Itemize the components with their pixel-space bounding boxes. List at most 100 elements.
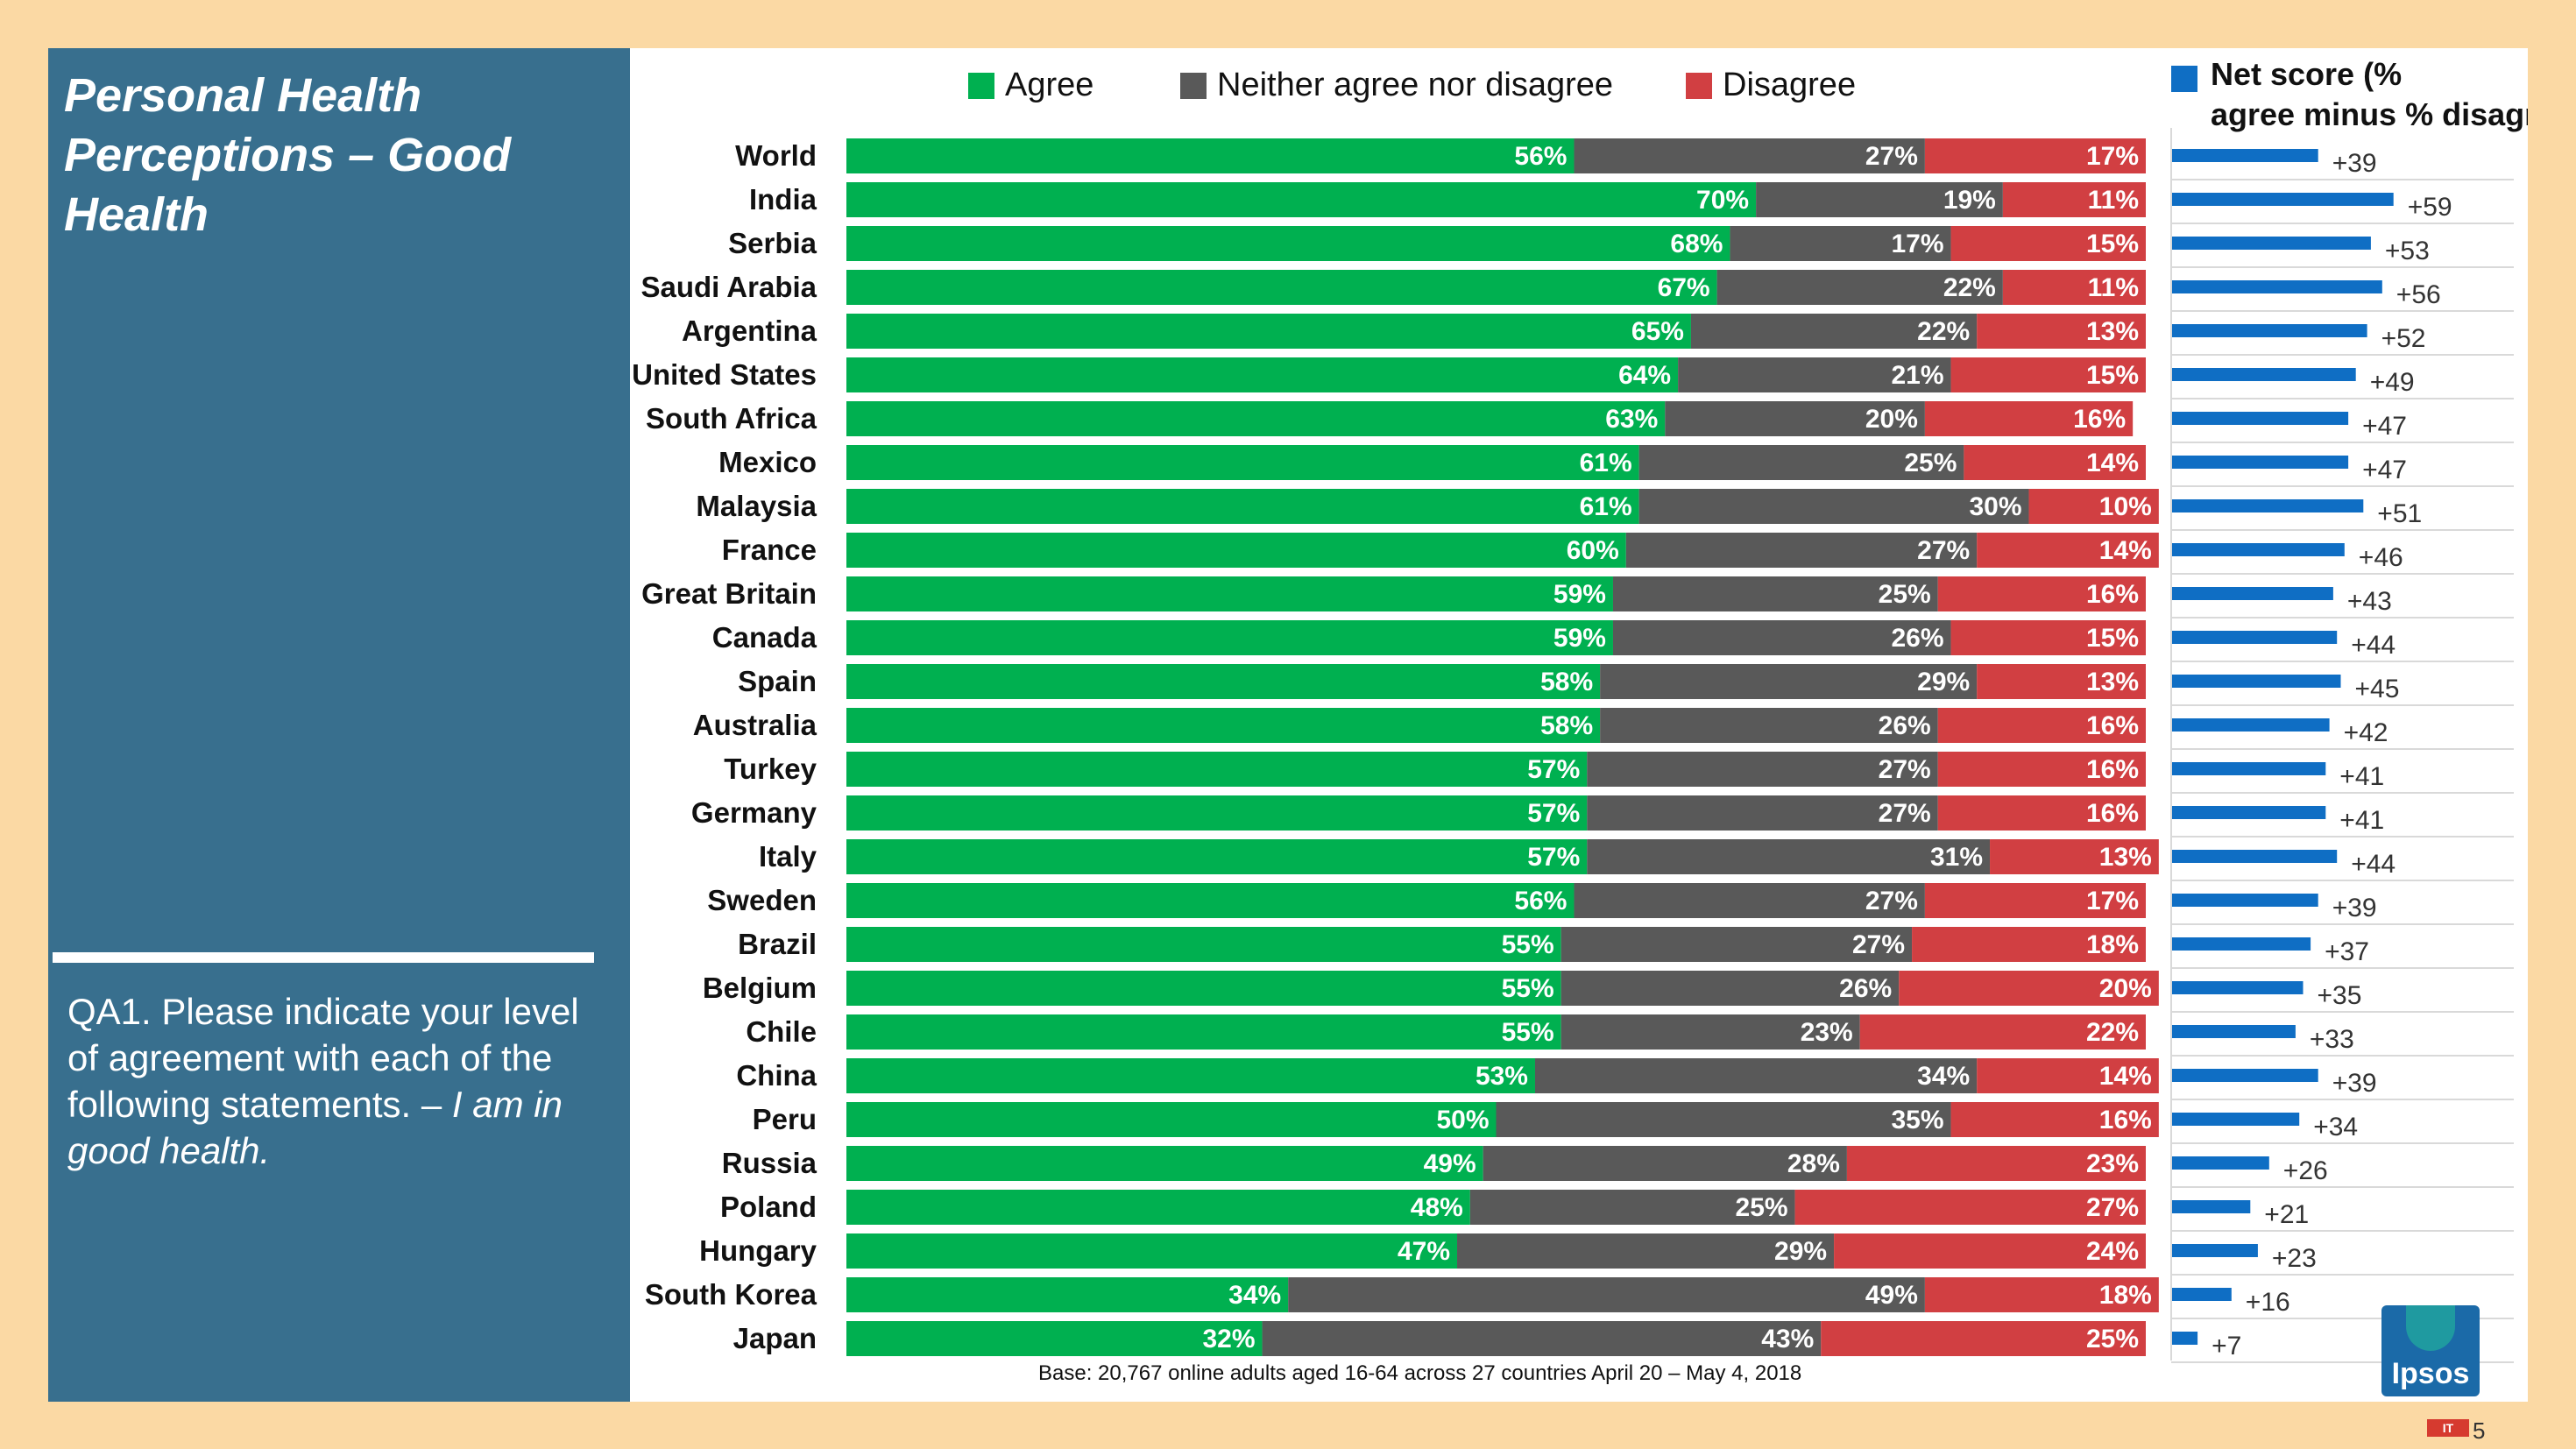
category-label: France bbox=[722, 534, 817, 566]
net-bar bbox=[2171, 280, 2382, 293]
data-label: 67% bbox=[1658, 273, 1710, 302]
net-bar bbox=[2171, 1244, 2258, 1257]
net-bar bbox=[2171, 631, 2338, 644]
data-label: 14% bbox=[2099, 1062, 2152, 1091]
bar-agree bbox=[846, 664, 1601, 699]
data-label: 59% bbox=[1553, 580, 1606, 609]
net-bar bbox=[2171, 1156, 2269, 1170]
data-label: 11% bbox=[2088, 273, 2139, 302]
net-bar bbox=[2171, 1332, 2198, 1345]
bar-agree bbox=[846, 708, 1601, 743]
data-label: 35% bbox=[1892, 1106, 1944, 1134]
page-title: Personal Health Perceptions – Good Healt… bbox=[64, 69, 512, 241]
data-label: 20% bbox=[2099, 974, 2152, 1003]
category-label: South Africa bbox=[646, 402, 817, 435]
question-statement: I am in good health. bbox=[67, 1084, 563, 1171]
net-bar bbox=[2171, 1200, 2251, 1213]
net-bar bbox=[2171, 1069, 2318, 1082]
ipsos-logo: Ipsos bbox=[2381, 1305, 2480, 1396]
left-panel: Personal Health Perceptions – Good Healt… bbox=[48, 48, 630, 1402]
bar-disagree bbox=[1924, 401, 2134, 436]
data-label: 28% bbox=[1787, 1149, 1840, 1178]
bar-agree bbox=[846, 445, 1639, 480]
bar-agree bbox=[846, 401, 1666, 436]
data-label: 18% bbox=[2086, 930, 2139, 959]
net-bar bbox=[2171, 412, 2349, 425]
bar-neither bbox=[1716, 270, 2003, 305]
data-label: 65% bbox=[1631, 317, 1684, 346]
bar-agree bbox=[846, 1277, 1289, 1312]
bar-agree bbox=[846, 971, 1561, 1006]
data-label: 64% bbox=[1618, 361, 1671, 390]
bar-neither bbox=[1534, 1058, 1978, 1093]
data-label: 55% bbox=[1502, 974, 1554, 1003]
data-label: 21% bbox=[1892, 361, 1944, 390]
net-bar bbox=[2171, 1113, 2300, 1126]
bar-neither bbox=[1469, 1190, 1795, 1225]
category-label: China bbox=[736, 1059, 817, 1092]
category-label: Spain bbox=[738, 665, 817, 697]
bar-agree bbox=[846, 1321, 1263, 1356]
net-bar bbox=[2171, 324, 2367, 337]
bar-agree bbox=[846, 138, 1575, 173]
bar-disagree bbox=[1977, 314, 2146, 349]
net-legend-line2: agree minus % disagree) bbox=[2211, 96, 2528, 132]
data-label: 16% bbox=[2099, 1106, 2152, 1134]
bar-neither bbox=[1690, 314, 1978, 349]
data-label: 26% bbox=[1839, 974, 1892, 1003]
data-label: 26% bbox=[1892, 624, 1944, 653]
net-bar bbox=[2171, 456, 2349, 469]
net-bar bbox=[2171, 762, 2326, 775]
bar-neither bbox=[1560, 927, 1913, 962]
net-label: +46 bbox=[2359, 543, 2403, 572]
net-label: +34 bbox=[2313, 1113, 2358, 1142]
bar-neither bbox=[1288, 1277, 1925, 1312]
category-label: Argentina bbox=[682, 315, 817, 347]
watermark-badge: IT bbox=[2427, 1419, 2469, 1437]
bar-agree bbox=[846, 1146, 1483, 1181]
bar-disagree bbox=[1937, 708, 2146, 743]
bar-neither bbox=[1587, 795, 1938, 831]
bar-disagree bbox=[1937, 795, 2146, 831]
legend-label-1: Neither agree nor disagree bbox=[1217, 67, 1613, 103]
net-label: +7 bbox=[2212, 1332, 2241, 1361]
data-label: 47% bbox=[1398, 1237, 1450, 1266]
bar-disagree bbox=[1821, 1321, 2146, 1356]
net-label: +21 bbox=[2264, 1200, 2309, 1229]
net-label: +16 bbox=[2246, 1288, 2290, 1317]
bar-agree bbox=[846, 533, 1626, 568]
data-label: 27% bbox=[1852, 930, 1905, 959]
data-label: 27% bbox=[2086, 1193, 2139, 1222]
data-label: 63% bbox=[1605, 405, 1658, 434]
net-label: +45 bbox=[2355, 675, 2400, 703]
category-label: Hungary bbox=[699, 1234, 817, 1267]
data-label: 27% bbox=[1865, 887, 1918, 915]
net-label: +49 bbox=[2370, 368, 2415, 397]
bar-disagree bbox=[1937, 576, 2146, 611]
bar-neither bbox=[1612, 576, 1938, 611]
bar-neither bbox=[1625, 533, 1978, 568]
data-label: 25% bbox=[2086, 1325, 2139, 1354]
bar-disagree bbox=[1977, 1058, 2159, 1093]
net-label: +26 bbox=[2283, 1156, 2328, 1185]
net-label: +53 bbox=[2385, 237, 2430, 265]
category-label: India bbox=[749, 183, 817, 216]
net-label: +56 bbox=[2396, 280, 2441, 309]
net-bar bbox=[2171, 368, 2356, 381]
data-label: 55% bbox=[1502, 930, 1554, 959]
category-label: Malaysia bbox=[696, 490, 817, 522]
data-label: 19% bbox=[1943, 186, 1996, 215]
bar-agree bbox=[846, 927, 1561, 962]
bar-agree bbox=[846, 226, 1730, 261]
bar-agree bbox=[846, 752, 1588, 787]
data-label: 59% bbox=[1553, 624, 1606, 653]
net-label: +35 bbox=[2318, 981, 2362, 1010]
category-label: Australia bbox=[693, 709, 817, 741]
bar-neither bbox=[1587, 752, 1938, 787]
net-label: +47 bbox=[2362, 412, 2407, 441]
data-label: 50% bbox=[1436, 1106, 1489, 1134]
data-label: 26% bbox=[1879, 711, 1931, 740]
data-label: 16% bbox=[2073, 405, 2126, 434]
net-label: +41 bbox=[2339, 806, 2384, 835]
bar-disagree bbox=[1912, 927, 2146, 962]
